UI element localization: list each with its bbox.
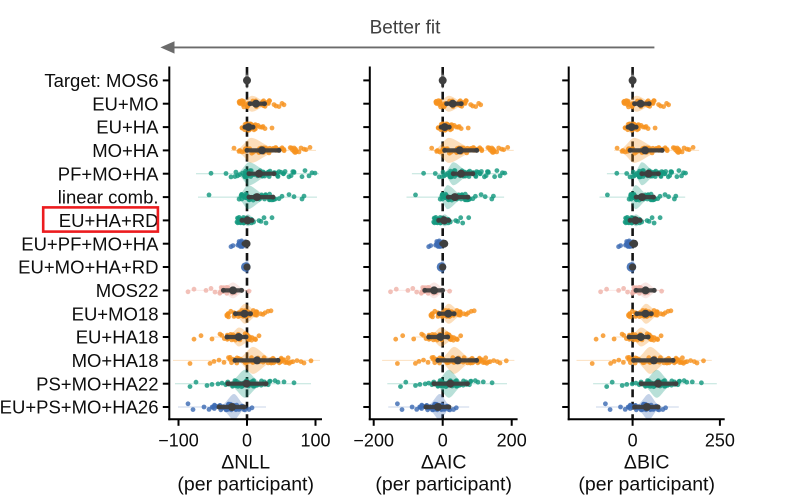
svg-text:MO+HA: MO+HA [92, 140, 159, 161]
svg-text:(per participant): (per participant) [578, 473, 715, 495]
svg-text:PS+MO+HA22: PS+MO+HA22 [36, 373, 158, 394]
svg-text:−100: −100 [158, 431, 199, 451]
svg-text:ΔAIC: ΔAIC [421, 451, 467, 473]
svg-text:MOS22: MOS22 [96, 280, 159, 301]
svg-text:EU+MO18: EU+MO18 [72, 303, 159, 324]
svg-text:EU+PF+MO+HA: EU+PF+MO+HA [21, 233, 159, 254]
svg-text:EU+PS+MO+HA26: EU+PS+MO+HA26 [0, 397, 159, 418]
svg-text:ΔBIC: ΔBIC [624, 451, 670, 473]
svg-text:250: 250 [705, 431, 735, 451]
svg-text:100: 100 [300, 431, 330, 451]
svg-text:linear comb.: linear comb. [58, 187, 159, 208]
svg-text:EU+MO+HA+RD: EU+MO+HA+RD [18, 257, 158, 278]
svg-text:0: 0 [242, 431, 252, 451]
svg-text:MO+HA18: MO+HA18 [72, 350, 159, 371]
svg-text:PF+MO+HA: PF+MO+HA [58, 163, 159, 184]
svg-text:(per participant): (per participant) [375, 473, 512, 495]
svg-text:Better fit: Better fit [370, 17, 441, 38]
svg-text:EU+HA: EU+HA [96, 117, 159, 138]
svg-text:−200: −200 [353, 431, 394, 451]
svg-text:EU+HA18: EU+HA18 [76, 327, 159, 348]
svg-text:0: 0 [438, 431, 448, 451]
svg-text:Target: MOS6: Target: MOS6 [44, 70, 158, 91]
svg-text:(per participant): (per participant) [177, 473, 314, 495]
svg-text:200: 200 [497, 431, 527, 451]
svg-text:EU+HA+RD: EU+HA+RD [59, 210, 159, 231]
svg-text:0: 0 [628, 431, 638, 451]
svg-text:ΔNLL: ΔNLL [221, 451, 270, 473]
svg-text:EU+MO: EU+MO [92, 93, 158, 114]
